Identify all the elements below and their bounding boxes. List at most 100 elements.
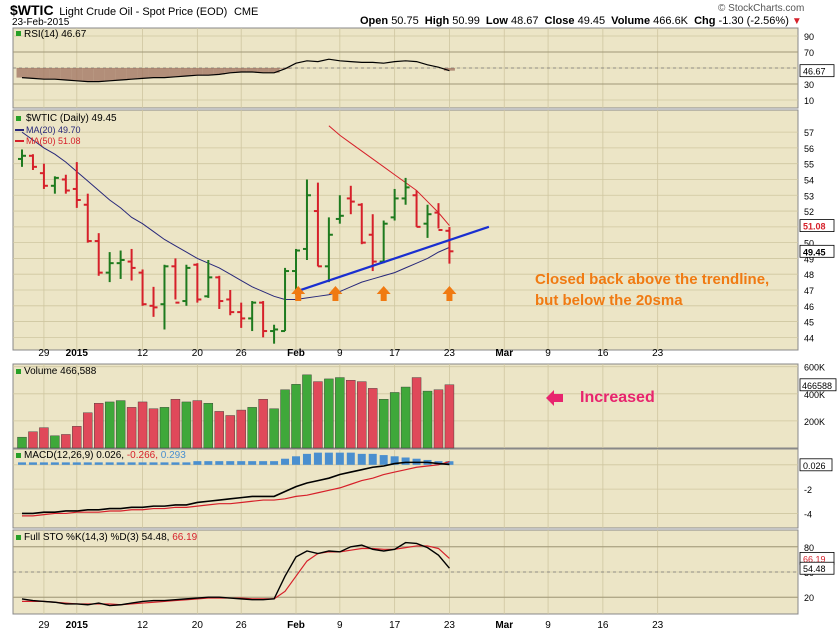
volume-bar [346, 380, 356, 449]
macd-hist-bar [401, 457, 410, 465]
volume-bar [433, 389, 444, 449]
rsi-fill [180, 68, 192, 76]
rsi-fill [82, 68, 94, 82]
macd-hist-bar [248, 461, 257, 465]
exchange: CME [233, 6, 259, 18]
volume-tick-label: 600K [804, 363, 825, 373]
volume-bar [247, 407, 257, 449]
rsi-fill [257, 68, 269, 73]
x-axis-label: 23 [444, 348, 456, 359]
close-label: Close [544, 15, 575, 27]
volume-bar [269, 408, 279, 449]
volume-bar [126, 407, 137, 449]
rsi-fill [16, 68, 28, 78]
rsi-fill [60, 68, 72, 80]
volume-bar [411, 377, 422, 449]
x-axis-label: 17 [389, 348, 401, 359]
macd-last-box [799, 458, 833, 472]
up-arrow-icon [328, 286, 343, 301]
sto-label-main: Full STO %K(14,3) %D(3) 54.48, [24, 532, 170, 543]
high-value: 50.99 [452, 15, 480, 27]
watermark: © StockCharts.com [718, 3, 805, 14]
macd-label-main: MACD(12,26,9) 0.026, [24, 450, 125, 461]
macd-last-value: 0.026 [803, 461, 826, 471]
rsi-tick-label: 70 [804, 48, 814, 58]
chg-value: -1.30 (-2.56%) [718, 15, 789, 27]
volume-bar [291, 384, 301, 449]
macd-hist-bar [127, 462, 136, 465]
price-tick-label: 48 [804, 270, 814, 280]
rsi-fill [93, 68, 105, 82]
price-tick-label: 44 [804, 333, 814, 343]
trendline [295, 225, 490, 293]
left-arrow-icon [546, 390, 563, 406]
ma20-legend: MA(20) 49.70 [26, 125, 81, 135]
volume-bar [203, 403, 214, 449]
rsi-fill [191, 68, 203, 76]
volume-bar [225, 415, 235, 449]
rsi-label: RSI(14) 46.67 [24, 29, 87, 40]
volume-bar [61, 434, 71, 449]
sto-label-d: 66.19 [172, 532, 198, 543]
rsi-fill [38, 68, 50, 80]
macd-hist-bar [292, 456, 300, 465]
x-axis-label: 9 [337, 348, 343, 359]
x-axis-label: 29 [38, 620, 50, 631]
sto-k-line [21, 541, 450, 607]
rsi-fill [71, 68, 83, 81]
volume-bar [324, 378, 334, 449]
volume-bar [192, 400, 203, 449]
macd-hist-bar [226, 461, 235, 465]
x-axis-label: 17 [389, 620, 401, 631]
close-last-value: 49.45 [803, 247, 826, 257]
macd-hist-bar [335, 452, 344, 465]
close-value: 49.45 [577, 15, 606, 27]
volume-bar [94, 403, 104, 449]
price-tick-label: 52 [804, 207, 814, 217]
macd-hist-bar [50, 462, 59, 465]
volume-bar [50, 435, 60, 449]
volume-bar [115, 400, 126, 449]
annotation-line1: Closed back above the trendline, [535, 271, 770, 288]
macd-line [22, 461, 450, 515]
x-axis-label: 9 [545, 620, 551, 631]
price-panel [12, 109, 799, 351]
volume-bar [148, 408, 159, 449]
macd-hist-bar [61, 462, 70, 465]
macd-hist-bar [72, 462, 81, 465]
volume-bar [302, 374, 312, 449]
x-axis-label: 2015 [66, 348, 89, 359]
volume-last-box [799, 378, 837, 392]
rsi-line [21, 58, 450, 83]
rsi-fill [49, 68, 61, 80]
volume-last-value: 466588 [802, 381, 832, 391]
rsi-tick-label: 90 [804, 32, 814, 42]
rsi-last-box [799, 64, 835, 78]
macd-signal-line [22, 460, 450, 517]
high-label: High [424, 15, 450, 27]
open-label: Open [360, 15, 389, 27]
ma50-last-value: 51.08 [803, 222, 826, 232]
instrument-name: Light Crude Oil - Spot Price (EOD) [59, 6, 228, 18]
price-tick-label: 45 [804, 318, 814, 328]
macd-hist-bar [138, 462, 147, 465]
macd-hist-bar [215, 461, 224, 465]
up-arrow-icon [291, 286, 306, 301]
volume-value: 466.6K [653, 15, 689, 27]
sto-label: Full STO %K(14,3) %D(3) 54.48, 66.19 [24, 532, 197, 543]
x-axis-label: Feb [287, 620, 305, 631]
sto-tick-label: 20 [804, 593, 814, 603]
volume-bar [422, 390, 433, 449]
up-arrow-icon [442, 286, 457, 301]
macd-hist-bar [18, 462, 26, 465]
rsi-fill [246, 68, 258, 72]
rsi-fill [137, 68, 149, 79]
sto-k-last-box [799, 561, 835, 575]
rsi-tick-label: 10 [804, 96, 814, 106]
x-axis-label: 20 [192, 620, 204, 631]
sto-d-last-value: 66.19 [803, 554, 826, 564]
macd-hist-bar [390, 456, 399, 465]
price-tick-label: 54 [804, 175, 814, 185]
macd-hist-bar [83, 462, 92, 465]
